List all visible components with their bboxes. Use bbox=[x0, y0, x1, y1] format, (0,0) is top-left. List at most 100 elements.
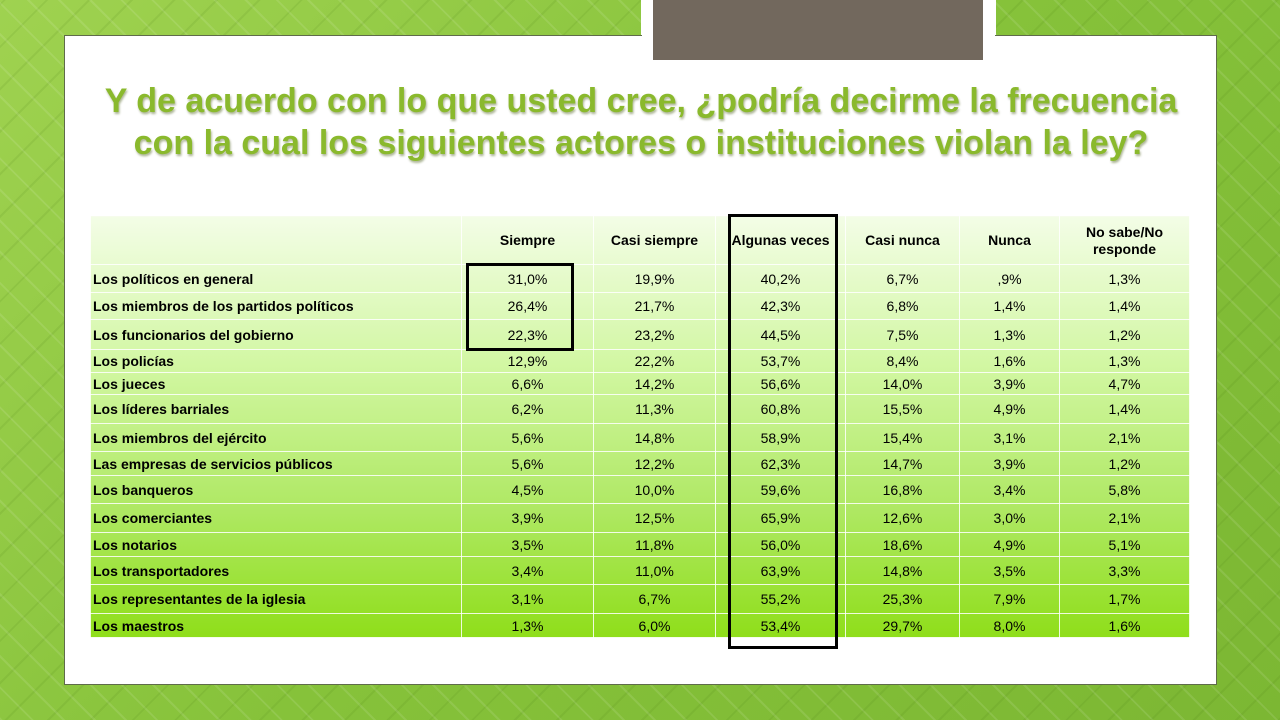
table-cell: 1,4% bbox=[1059, 292, 1190, 320]
table-row: Los políticos en general 31,0% 19,9% 40,2% 6… bbox=[90, 264, 1190, 293]
table-cell: 16,8% bbox=[845, 475, 960, 504]
table-row: Los miembros del ejército 5,6% 14,8% 58,9% 1… bbox=[90, 423, 1190, 452]
row-label: Los policías bbox=[90, 349, 462, 373]
table-cell: 15,4% bbox=[845, 423, 960, 452]
table-cell: 6,8% bbox=[845, 292, 960, 320]
column-header-casi-siempre: Casi siempre bbox=[593, 216, 716, 265]
table-cell: 12,6% bbox=[845, 503, 960, 533]
table-cell: 21,7% bbox=[593, 292, 716, 320]
table-cell: 42,3% bbox=[715, 292, 846, 320]
table-cell: 18,6% bbox=[845, 532, 960, 557]
table-cell: 58,9% bbox=[715, 423, 846, 452]
table-cell: 31,0% bbox=[461, 264, 594, 293]
table-cell: 5,8% bbox=[1059, 475, 1190, 504]
table-cell: ,9% bbox=[959, 264, 1060, 293]
table-cell: 12,5% bbox=[593, 503, 716, 533]
table-cell: 3,1% bbox=[959, 423, 1060, 452]
table-cell: 1,4% bbox=[1059, 394, 1190, 424]
table-cell: 3,9% bbox=[959, 451, 1060, 476]
table-cell: 1,3% bbox=[959, 319, 1060, 350]
column-header-algunas-veces: Algunas veces bbox=[715, 216, 846, 265]
table-cell: 7,9% bbox=[959, 584, 1060, 614]
table-row: Los jueces 6,6% 14,2% 56,6% 14,0% 3,9% 4,7% bbox=[90, 372, 1190, 395]
table-cell: 14,0% bbox=[845, 372, 960, 395]
table-cell: 6,7% bbox=[845, 264, 960, 293]
table-cell: 5,6% bbox=[461, 423, 594, 452]
table-row: Los funcionarios del gobierno 22,3% 23,2% 4… bbox=[90, 319, 1190, 350]
table-cell: 6,7% bbox=[593, 584, 716, 614]
table-cell: 11,0% bbox=[593, 556, 716, 585]
table-cell: 1,2% bbox=[1059, 451, 1190, 476]
table-cell: 15,5% bbox=[845, 394, 960, 424]
table-cell: 14,7% bbox=[845, 451, 960, 476]
column-header-no-sabe: No sabe/No responde bbox=[1059, 216, 1190, 265]
table-cell: 23,2% bbox=[593, 319, 716, 350]
table-row: Las empresas de servicios públicos 5,6% 12… bbox=[90, 451, 1190, 476]
table-cell: 3,4% bbox=[959, 475, 1060, 504]
column-header-nunca: Nunca bbox=[959, 216, 1060, 265]
row-label: Los comerciantes bbox=[90, 503, 462, 533]
table-cell: 65,9% bbox=[715, 503, 846, 533]
table-cell: 3,3% bbox=[1059, 556, 1190, 585]
table-cell: 3,4% bbox=[461, 556, 594, 585]
table-cell: 53,4% bbox=[715, 613, 846, 638]
table-cell: 5,1% bbox=[1059, 532, 1190, 557]
table-cell: 4,7% bbox=[1059, 372, 1190, 395]
row-label: Los transportadores bbox=[90, 556, 462, 585]
row-label: Los jueces bbox=[90, 372, 462, 395]
table-header-row: Siempre Casi siempre Algunas veces Casi … bbox=[90, 216, 1190, 265]
table-cell: 8,4% bbox=[845, 349, 960, 373]
column-header-siempre: Siempre bbox=[461, 216, 594, 265]
table-cell: 1,3% bbox=[461, 613, 594, 638]
table-cell: 1,3% bbox=[1059, 264, 1190, 293]
table-cell: 7,5% bbox=[845, 319, 960, 350]
slide-title-line-1: Y de acuerdo con lo que usted cree, ¿pod… bbox=[104, 82, 1178, 120]
table-cell: 4,9% bbox=[959, 394, 1060, 424]
row-label: Los banqueros bbox=[90, 475, 462, 504]
table-cell: 6,2% bbox=[461, 394, 594, 424]
slide-title-line-2: con la cual los siguientes actores o ins… bbox=[133, 124, 1149, 162]
row-label: Los miembros del ejército bbox=[90, 423, 462, 452]
table-cell: 4,5% bbox=[461, 475, 594, 504]
table-cell: 29,7% bbox=[845, 613, 960, 638]
row-label: Los notarios bbox=[90, 532, 462, 557]
column-header-casi-nunca: Casi nunca bbox=[845, 216, 960, 265]
table-cell: 1,6% bbox=[1059, 613, 1190, 638]
table-cell: 6,0% bbox=[593, 613, 716, 638]
decorative-tab-overlap bbox=[653, 35, 983, 60]
row-label: Las empresas de servicios públicos bbox=[90, 451, 462, 476]
table-row: Los transportadores 3,4% 11,0% 63,9% 14,8% 3,… bbox=[90, 556, 1190, 585]
table-cell: 60,8% bbox=[715, 394, 846, 424]
row-label: Los maestros bbox=[90, 613, 462, 638]
table-cell: 1,7% bbox=[1059, 584, 1190, 614]
table-cell: 63,9% bbox=[715, 556, 846, 585]
table-row: Los miembros de los partidos políticos 26… bbox=[90, 292, 1190, 320]
table-cell: 4,9% bbox=[959, 532, 1060, 557]
table-cell: 40,2% bbox=[715, 264, 846, 293]
slide-title: Y de acuerdo con lo que usted cree, ¿pod… bbox=[66, 80, 1216, 164]
table-cell: 53,7% bbox=[715, 349, 846, 373]
row-label: Los representantes de la iglesia bbox=[90, 584, 462, 614]
table-cell: 5,6% bbox=[461, 451, 594, 476]
row-label: Los funcionarios del gobierno bbox=[90, 319, 462, 350]
table-row: Los líderes barriales 6,2% 11,3% 60,8% 15,5%… bbox=[90, 394, 1190, 424]
table-cell: 3,5% bbox=[461, 532, 594, 557]
table-cell: 19,9% bbox=[593, 264, 716, 293]
table-cell: 14,2% bbox=[593, 372, 716, 395]
table-cell: 3,9% bbox=[461, 503, 594, 533]
table-cell: 62,3% bbox=[715, 451, 846, 476]
table-row: Los banqueros 4,5% 10,0% 59,6% 16,8% 3,4% 5,8% bbox=[90, 475, 1190, 504]
row-label: Los líderes barriales bbox=[90, 394, 462, 424]
table-cell: 12,9% bbox=[461, 349, 594, 373]
table-cell: 3,5% bbox=[959, 556, 1060, 585]
table-cell: 1,3% bbox=[1059, 349, 1190, 373]
table-cell: 22,2% bbox=[593, 349, 716, 373]
table-cell: 44,5% bbox=[715, 319, 846, 350]
table-cell: 3,1% bbox=[461, 584, 594, 614]
row-label: Los miembros de los partidos políticos bbox=[90, 292, 462, 320]
table-cell: 1,4% bbox=[959, 292, 1060, 320]
table-cell: 2,1% bbox=[1059, 503, 1190, 533]
table-cell: 14,8% bbox=[845, 556, 960, 585]
table-cell: 3,0% bbox=[959, 503, 1060, 533]
table-cell: 26,4% bbox=[461, 292, 594, 320]
